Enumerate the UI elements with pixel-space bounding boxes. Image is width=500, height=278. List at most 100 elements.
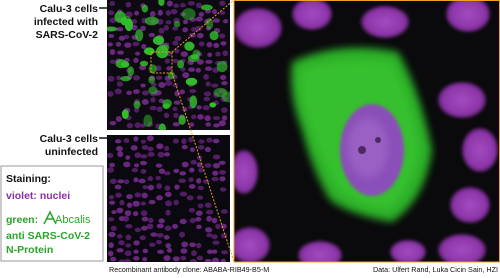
- logo: Abcalis: [55, 214, 91, 226]
- cell: [120, 75, 131, 82]
- cell: [166, 66, 172, 71]
- cell: [143, 47, 155, 55]
- cell: [116, 248, 124, 253]
- cell: [177, 60, 185, 69]
- cell: [173, 199, 179, 206]
- cell: [123, 34, 130, 40]
- cell: [219, 33, 226, 39]
- cell: [189, 95, 198, 109]
- cell: [212, 162, 221, 169]
- cell: [191, 114, 197, 120]
- cell: [221, 250, 229, 255]
- cell: [121, 109, 129, 120]
- cell: [190, 159, 197, 165]
- cell: [215, 223, 221, 230]
- cell: [160, 44, 170, 51]
- cell: [197, 114, 204, 120]
- cell: [181, 161, 189, 168]
- cell: [174, 35, 182, 41]
- cell: [211, 234, 218, 240]
- cell: [149, 105, 157, 111]
- cell: [157, 9, 163, 16]
- cell: [173, 20, 181, 28]
- cell: [189, 242, 197, 248]
- cell: [148, 64, 157, 74]
- cell: [109, 162, 115, 168]
- cell: [156, 106, 163, 112]
- cell: [125, 155, 131, 160]
- cell: [130, 145, 138, 151]
- cell: [188, 207, 196, 213]
- cell: [126, 122, 134, 129]
- cell: [144, 16, 159, 26]
- cell: [204, 258, 212, 262]
- cell: [133, 163, 140, 168]
- cell: [220, 258, 226, 262]
- cell: [221, 115, 228, 121]
- cell: [109, 200, 116, 205]
- cell: [203, 73, 209, 80]
- cell: [142, 248, 149, 254]
- cell: [205, 122, 211, 127]
- cell: [164, 185, 171, 191]
- cell: [202, 105, 210, 111]
- cell: [156, 195, 163, 201]
- cell: [156, 183, 163, 190]
- label-line: infected with: [34, 16, 98, 28]
- legend-green: green:: [6, 214, 38, 226]
- cell: [138, 178, 146, 184]
- cell: [196, 177, 202, 184]
- cell: [124, 250, 132, 257]
- uninfected-cells: [107, 135, 229, 262]
- cell: [141, 99, 149, 105]
- cell: [207, 52, 213, 58]
- cell: [147, 152, 155, 157]
- cell: [109, 178, 117, 185]
- cell: [134, 152, 142, 159]
- cell: [152, 35, 165, 45]
- cell: [218, 120, 226, 127]
- cell: [158, 218, 165, 224]
- cell: [134, 227, 141, 233]
- cell: [107, 26, 118, 32]
- cell: [220, 187, 227, 192]
- cell: [143, 114, 153, 128]
- cell: [198, 41, 205, 47]
- cell: [204, 115, 211, 122]
- cell: [196, 255, 204, 261]
- cell: [147, 184, 155, 191]
- cell: [205, 81, 211, 87]
- infected-cells: [107, 0, 230, 130]
- cell: [124, 210, 132, 217]
- cell: [189, 217, 196, 224]
- cell: [209, 102, 217, 108]
- cell: [211, 217, 218, 224]
- cell: [220, 209, 228, 214]
- cell: [134, 10, 140, 16]
- cell: [181, 138, 187, 145]
- cell: [191, 250, 197, 257]
- footer-credit: Data: Ulfert Rand, Luka Cicin Sain, HZI: [373, 265, 498, 274]
- cell: [188, 136, 194, 143]
- cell: [202, 179, 210, 184]
- cell: [164, 145, 170, 151]
- cell: [111, 210, 117, 215]
- cell: [140, 83, 146, 88]
- cell: [140, 168, 147, 174]
- cell: [174, 184, 180, 190]
- cell: [198, 167, 204, 173]
- cell: [197, 203, 204, 209]
- cell: [115, 115, 122, 122]
- cell: [198, 11, 204, 17]
- cell: [206, 215, 212, 222]
- cell: [117, 234, 123, 239]
- cell: [116, 81, 124, 87]
- cell: [182, 19, 189, 25]
- legend-box: [0, 165, 104, 262]
- cell: [222, 50, 229, 57]
- cell: [134, 107, 140, 113]
- cell: [148, 199, 156, 205]
- cell: [134, 192, 142, 198]
- cell: [133, 57, 139, 64]
- cell: [163, 25, 170, 31]
